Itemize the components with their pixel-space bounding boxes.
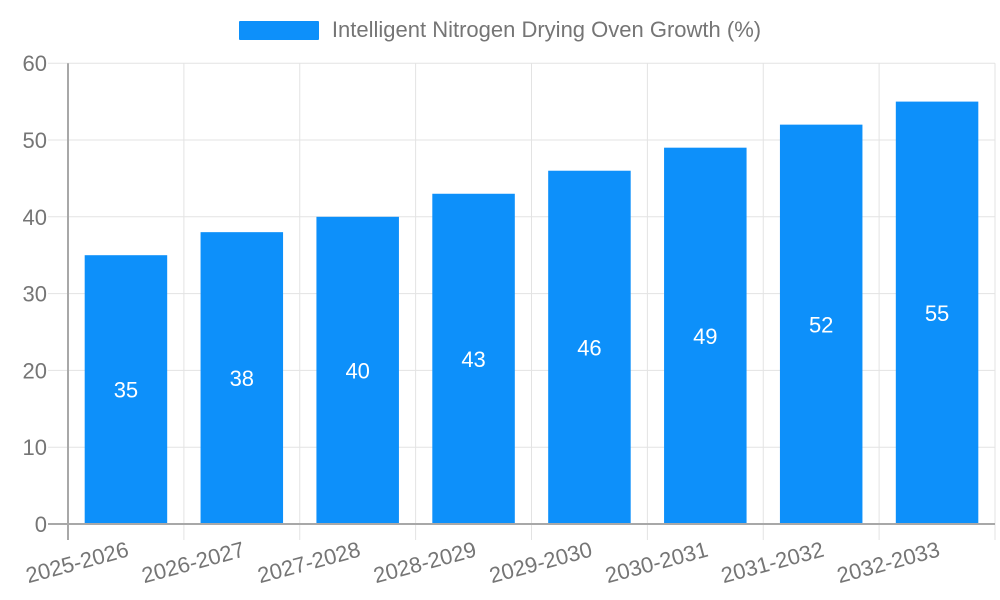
y-tick-label-40: 40 (23, 205, 47, 230)
bar-2028-2029 (432, 193, 515, 523)
x-category-label-2025-2026: 2025-2026 (23, 537, 131, 588)
y-tick-label-20: 20 (23, 358, 47, 383)
bar-2026-2027 (200, 232, 284, 523)
y-tick-label-0: 0 (35, 512, 47, 537)
bar-2029-2030 (548, 170, 631, 523)
x-category-label-2028-2029: 2028-2029 (371, 537, 479, 588)
bar-value-label-2031-2032: 52 (809, 312, 833, 337)
x-category-label-2032-2033: 2032-2033 (834, 537, 942, 588)
x-category-label-2030-2031: 2030-2031 (603, 537, 711, 588)
bar-2032-2033 (895, 101, 979, 523)
x-category-label-2026-2027: 2026-2027 (139, 537, 247, 588)
legend[interactable]: Intelligent Nitrogen Drying Oven Growth … (0, 18, 1000, 42)
y-tick-label-10: 10 (23, 435, 47, 460)
bar-2030-2031 (664, 147, 747, 523)
bar-value-label-2029-2030: 46 (577, 335, 601, 360)
y-tick-label-30: 30 (23, 282, 47, 307)
bar-2031-2032 (779, 124, 863, 523)
bar-value-label-2028-2029: 43 (461, 347, 485, 372)
bar-value-label-2027-2028: 40 (345, 358, 369, 383)
bar-value-label-2025-2026: 35 (114, 378, 138, 403)
x-category-label-2031-2032: 2031-2032 (718, 537, 826, 588)
bar-2027-2028 (316, 216, 399, 524)
legend-swatch[interactable] (238, 20, 319, 40)
x-category-label-2027-2028: 2027-2028 (255, 537, 363, 588)
y-tick-label-60: 60 (23, 51, 47, 76)
bar-value-label-2026-2027: 38 (230, 366, 254, 391)
bar-value-label-2032-2033: 55 (925, 301, 949, 326)
y-tick-label-50: 50 (23, 128, 47, 153)
x-category-label-2029-2030: 2029-2030 (487, 537, 595, 588)
bar-2025-2026 (84, 255, 168, 523)
bar-value-label-2030-2031: 49 (693, 324, 717, 349)
legend-label[interactable]: Intelligent Nitrogen Drying Oven Growth … (331, 17, 762, 42)
